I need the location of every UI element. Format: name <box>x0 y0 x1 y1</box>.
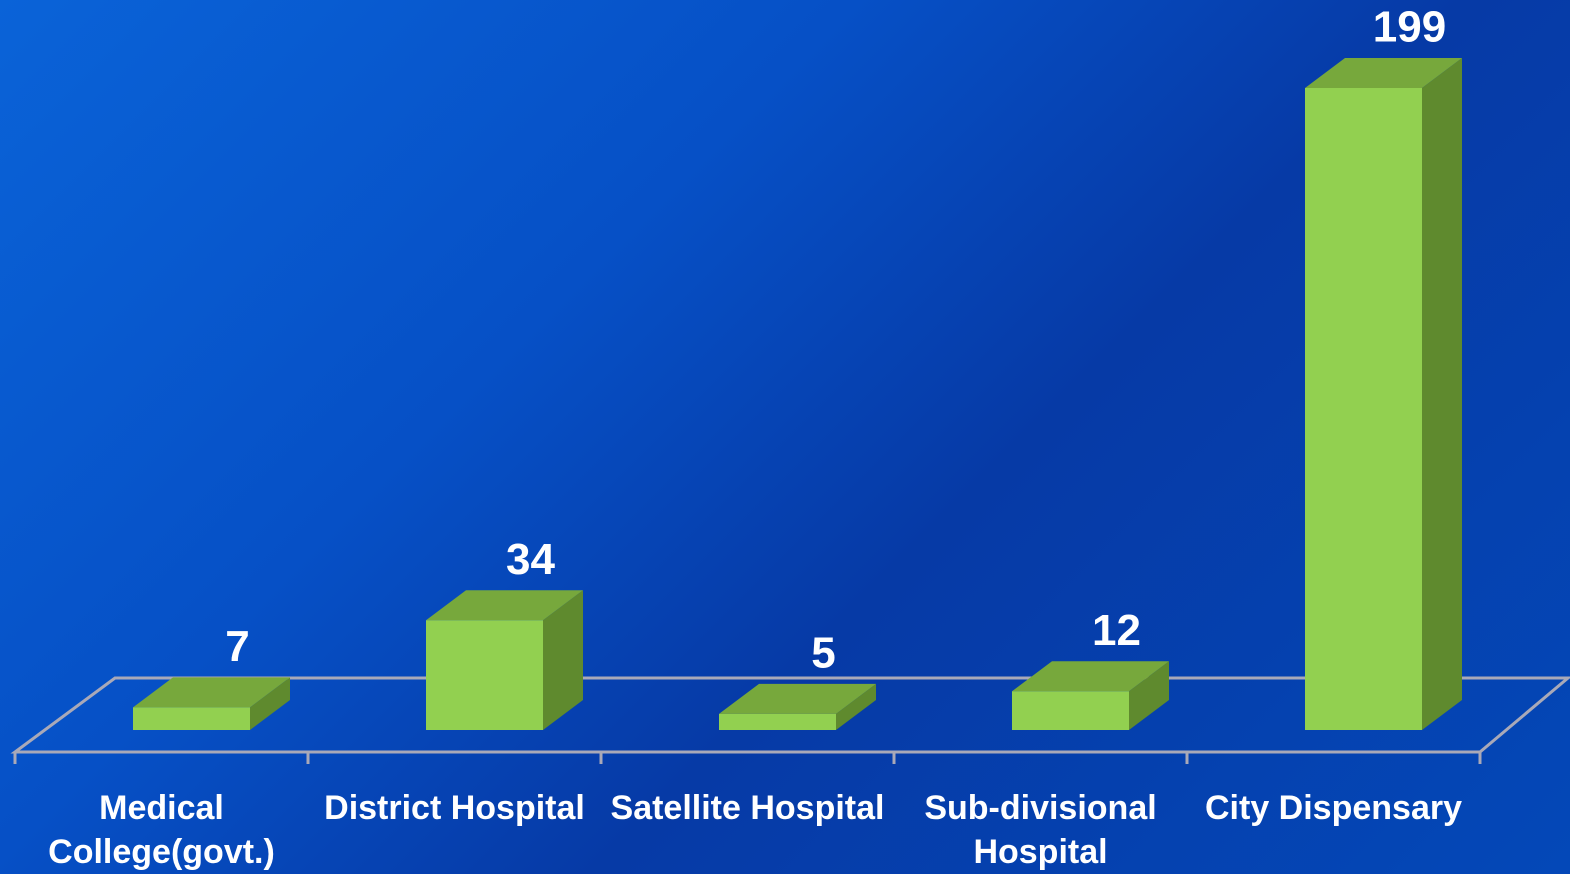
bar-face <box>133 707 250 730</box>
bar <box>133 677 290 730</box>
bar-face <box>1305 58 1462 88</box>
value-label: 5 <box>811 628 835 677</box>
bar <box>719 683 876 730</box>
bar-face <box>1129 661 1169 730</box>
bar <box>1012 661 1169 730</box>
x-tick-label: District Hospital <box>324 789 585 827</box>
bar-face <box>1012 691 1129 730</box>
value-label: 34 <box>506 535 555 584</box>
bar-face <box>426 590 583 621</box>
bar-face <box>426 620 543 730</box>
value-label: 7 <box>225 622 249 671</box>
bar-face <box>1422 58 1462 730</box>
bar-face <box>1305 88 1422 730</box>
bar <box>426 590 583 730</box>
x-tick-label: Medical College(govt.) <box>48 789 275 871</box>
x-tick-label: Sub-divisional Hospital <box>924 789 1157 871</box>
value-label: 199 <box>1373 3 1446 52</box>
bar <box>1305 58 1462 730</box>
x-tick-label: Satellite Hospital <box>610 789 885 827</box>
bar-face <box>1012 661 1169 692</box>
bar-face <box>250 677 290 730</box>
floor <box>10 676 1570 754</box>
bar-face <box>133 677 290 708</box>
bar-face <box>719 713 836 730</box>
bar-face <box>836 683 876 730</box>
bar-face <box>543 590 583 730</box>
value-label: 12 <box>1092 606 1141 655</box>
bar-face <box>719 683 876 714</box>
x-tick-label: City Dispensary <box>1205 789 1462 827</box>
